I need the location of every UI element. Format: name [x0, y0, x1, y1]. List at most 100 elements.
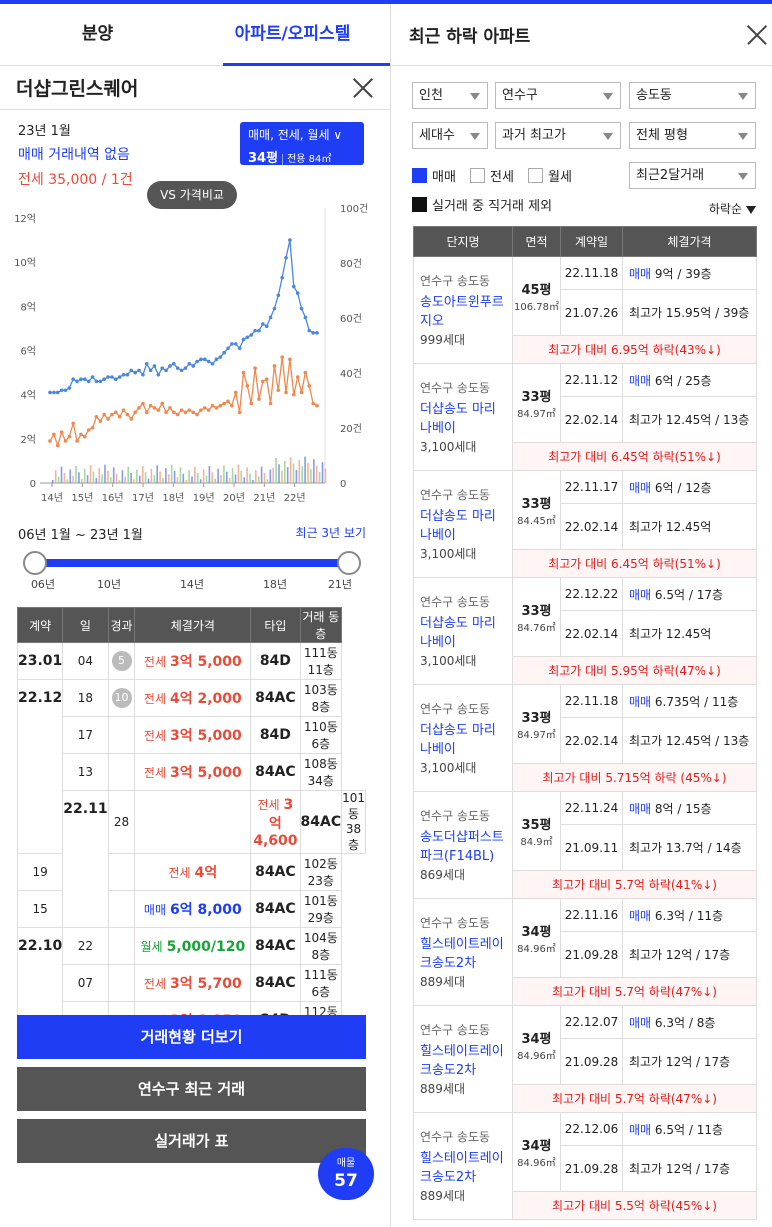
complex-cell[interactable]: 연수구 송도동 송도더샵퍼스트파크(F14BL) 869세대: [413, 791, 513, 899]
list-item[interactable]: 연수구 송도동 힐스테이트레이크송도2차 889세대 34평 84.96㎡ 22.12…: [413, 1112, 757, 1220]
tab-bar: 분양 아파트/오피스텔: [0, 4, 390, 66]
sort-dropdown[interactable]: 하락순: [709, 200, 756, 217]
table-row[interactable]: 15 매매 6억 8,000 84AC 101동 29층: [16, 890, 366, 928]
complex-cell[interactable]: 연수구 송도동 더샵송도 마리나베이 3,100세대: [413, 577, 513, 685]
recent-3y-link[interactable]: 최근 3년 보기: [295, 526, 366, 540]
complex-name[interactable]: 힐스테이트레이크송도2차: [420, 937, 504, 971]
deal-elapsed: [107, 853, 136, 891]
sido-select[interactable]: 인천: [412, 82, 488, 109]
volume-bar: [217, 468, 219, 483]
complex-name[interactable]: 더샵송도 마리나베이: [420, 509, 496, 543]
complex-cell[interactable]: 연수구 송도동 송도아트윈푸르지오 999세대: [413, 256, 513, 364]
volume-bar: [112, 467, 115, 483]
data-point: [67, 434, 72, 439]
check-exclude-direct[interactable]: 실거래 중 직거래 제외: [412, 195, 552, 214]
complex-name[interactable]: 더샵송도 마리나베이: [420, 402, 496, 436]
type-pyeong: 34평: [248, 151, 279, 166]
volume-bar: [220, 475, 222, 483]
complex-cell[interactable]: 연수구 송도동 힐스테이트레이크송도2차 889세대: [413, 1112, 513, 1220]
list-item[interactable]: 연수구 송도동 더샵송도 마리나베이 3,100세대 33평 84.76㎡ 22.12…: [413, 577, 757, 685]
summary: 23년 1월 매매 거래내역 없음 전세 35,000 / 1건 매매, 전세,…: [0, 110, 390, 190]
complex-name[interactable]: 더샵송도 마리나베이: [420, 723, 496, 757]
data-point: [55, 443, 60, 448]
dong-select[interactable]: 송도동: [629, 82, 756, 109]
data-point: [218, 403, 223, 408]
check-sale[interactable]: 매매: [412, 166, 456, 185]
table-row[interactable]: 13 전세 3억 5,000 84AC 108동 34층: [18, 753, 366, 791]
deal-type: 84AC: [250, 679, 301, 717]
list-item-drop: 최고가 대비 5.5억 하락(45%↓): [414, 1191, 757, 1220]
complex-name[interactable]: 송도더샵퍼스트파크(F14BL): [420, 830, 504, 864]
complex-name[interactable]: 더샵송도 마리나베이: [420, 616, 496, 650]
tab-apartment[interactable]: 아파트/오피스텔: [195, 4, 390, 66]
deal-kind: 전세: [143, 729, 166, 743]
deal-type: 84AC: [250, 753, 301, 791]
y-tick-left: 6억: [20, 346, 36, 358]
volume-bar: [110, 477, 112, 483]
complex-cell[interactable]: 연수구 송도동 힐스테이트레이크송도2차 889세대: [413, 898, 513, 1006]
y-tick-left: 10억: [14, 257, 36, 269]
listings-fab[interactable]: 매물 57: [318, 1148, 374, 1200]
slider-end-handle[interactable]: [337, 551, 361, 575]
complex-cell[interactable]: 연수구 송도동 더샵송도 마리나베이 3,100세대: [413, 684, 513, 792]
check-jeonse[interactable]: 전세: [470, 166, 514, 185]
area-cell: 33평 84.45㎡: [512, 470, 561, 550]
area-pyeong: 34평: [521, 1032, 552, 1047]
list-item[interactable]: 연수구 송도동 송도더샵퍼스트파크(F14BL) 869세대 35평 84.9㎡ 22…: [413, 791, 757, 899]
list-item[interactable]: 연수구 송도동 더샵송도 마리나베이 3,100세대 33평 84.97㎡ 22.11…: [413, 684, 757, 792]
deal-location: 103동 8층: [299, 679, 343, 717]
table-row[interactable]: 22.10 22 월세 5,000/120 84AC 104동 8층: [16, 927, 366, 1039]
table-row[interactable]: 07 전세 3억 5,700 84AC 111동 6층: [18, 964, 366, 1002]
complex-cell[interactable]: 연수구 송도동 더샵송도 마리나베이 3,100세대: [413, 470, 513, 578]
size-select[interactable]: 전체 평형: [629, 122, 756, 149]
check-monthly[interactable]: 월세: [528, 166, 572, 185]
volume-bar: [298, 460, 301, 483]
table-row[interactable]: 17 전세 3억 5,000 84D 110동 6층: [18, 716, 366, 754]
type-selector[interactable]: 매매, 전세, 월세 ∨ 34평 전용 84㎡: [240, 122, 364, 166]
y-tick-right: 20건: [340, 423, 362, 435]
complex-name[interactable]: 힐스테이트레이크송도2차: [420, 1044, 504, 1078]
district-recent-button[interactable]: 연수구 최근 거래: [17, 1067, 366, 1111]
base-select[interactable]: 과거 최고가: [495, 122, 621, 149]
data-point: [137, 368, 141, 373]
deal-day: 13: [62, 753, 109, 791]
elapsed-badge: 5: [111, 651, 132, 671]
data-point: [210, 361, 215, 366]
table-row[interactable]: 22.11 28 전세 3억 4,600 84AC 101동 38층: [18, 790, 366, 928]
volume-bar: [162, 477, 164, 483]
tab-presale[interactable]: 분양: [81, 24, 114, 44]
list-item[interactable]: 연수구 송도동 송도아트윈푸르지오 999세대 45평 106.78㎡ 22.11.1…: [413, 256, 757, 364]
volume-bar: [272, 467, 274, 483]
vs-compare-button[interactable]: VS 가격비교: [147, 181, 237, 209]
list-item[interactable]: 연수구 송도동 힐스테이트레이크송도2차 889세대 34평 84.96㎡ 22.11…: [413, 898, 757, 1006]
list-item[interactable]: 연수구 송도동 더샵송도 마리나베이 3,100세대 33평 84.45㎡ 22.11…: [413, 470, 757, 578]
deal-type: 84D: [250, 642, 301, 680]
more-deals-button[interactable]: 거래현황 더보기: [17, 1015, 366, 1059]
period-slider[interactable]: [18, 547, 366, 579]
list-item[interactable]: 연수구 송도동 더샵송도 마리나베이 3,100세대 33평 84.97㎡ 22.11…: [413, 363, 757, 471]
data-point: [264, 377, 269, 382]
gu-select[interactable]: 연수구: [495, 82, 621, 109]
complex-cell[interactable]: 연수구 송도동 힐스테이트레이크송도2차 889세대: [413, 1005, 513, 1113]
area-cell: 33평 84.76㎡: [512, 577, 561, 657]
deal-day: 22: [62, 927, 109, 965]
recent-price: 매매 8억 / 15층: [622, 791, 757, 825]
deal-price: 전세 3억 5,000: [134, 642, 252, 680]
price-table-button[interactable]: 실거래가 표: [17, 1119, 366, 1163]
complex-cell[interactable]: 연수구 송도동 더샵송도 마리나베이 3,100세대: [413, 363, 513, 471]
period-select[interactable]: 최근2달거래: [629, 162, 756, 189]
deal-price: 전세 3억 5,000: [134, 716, 252, 754]
data-point: [202, 357, 207, 362]
household-select[interactable]: 세대수: [412, 122, 488, 149]
data-point: [52, 432, 56, 437]
slider-start-handle[interactable]: [23, 551, 47, 575]
table-row[interactable]: 23.01 04 5 전세 3억 5,000 84D 111동 11층: [16, 642, 366, 680]
table-row[interactable]: 22.12 18 10 전세 4억 2,000 84AC 103동 8층: [16, 679, 366, 854]
close-icon[interactable]: [352, 77, 374, 99]
complex-name[interactable]: 송도아트윈푸르지오: [420, 295, 504, 329]
data-point: [90, 375, 95, 379]
list-item[interactable]: 연수구 송도동 힐스테이트레이크송도2차 889세대 34평 84.96㎡ 22.12…: [413, 1005, 757, 1113]
complex-name[interactable]: 힐스테이트레이크송도2차: [420, 1151, 504, 1185]
close-icon[interactable]: [746, 24, 768, 46]
list-item-drop: 최고가 대비 6.95억 하락(43%↓): [414, 335, 757, 364]
